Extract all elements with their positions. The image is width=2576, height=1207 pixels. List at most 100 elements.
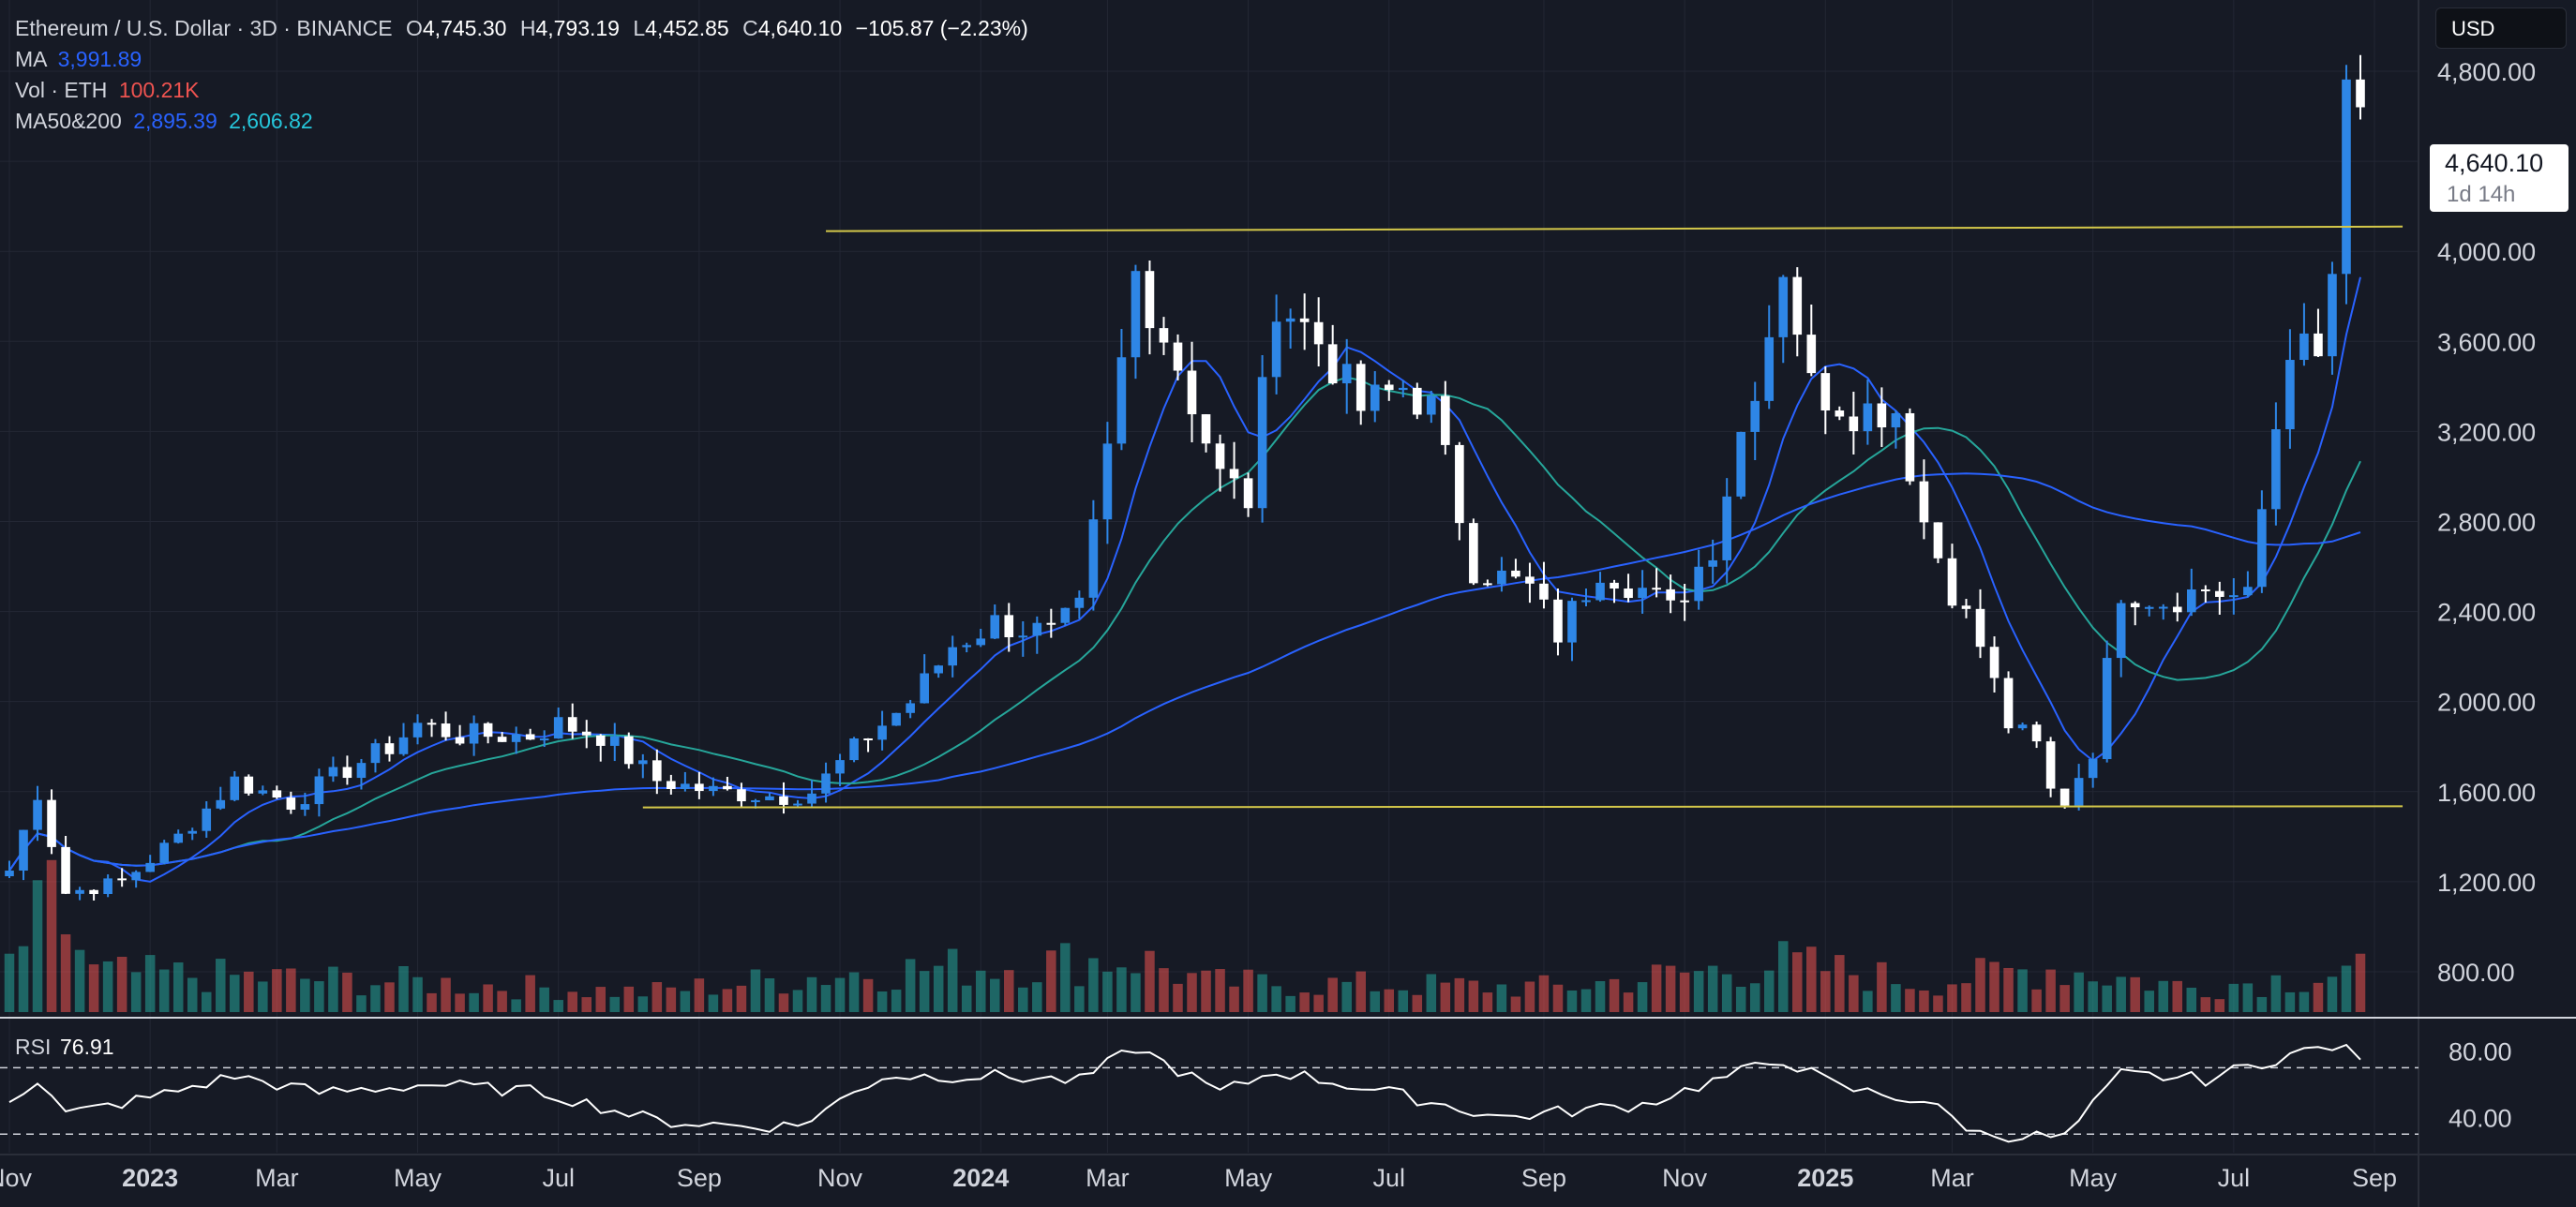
volume-bar — [144, 955, 156, 1012]
y-tick-label: 4,000.00 — [2437, 238, 2536, 266]
volume-bar — [1806, 946, 1817, 1012]
volume-bar — [1060, 943, 1071, 1012]
y-tick-label: 2,000.00 — [2437, 689, 2536, 717]
volume-bar — [1426, 974, 1437, 1012]
volume-bar — [1580, 989, 1592, 1012]
candle-body — [1553, 599, 1563, 643]
volume-bar — [2299, 991, 2310, 1012]
candle-body — [891, 712, 901, 726]
price-axis[interactable]: 800.00 1,200.00 1,600.00 2,000.00 2,400.00 2,… — [2437, 58, 2536, 987]
candle-body — [638, 760, 648, 765]
x-tick-label: Jul — [542, 1164, 575, 1192]
candle-body — [2045, 741, 2056, 789]
candle-body — [1792, 276, 1803, 335]
trendlines[interactable] — [642, 225, 2404, 809]
volume-bar — [1566, 990, 1578, 1012]
candle-body — [765, 796, 774, 800]
volume-row[interactable]: Vol · ETH 100.21K — [15, 75, 1028, 106]
open-label: O — [406, 16, 423, 40]
volume-bar — [172, 962, 184, 1012]
time-axis[interactable]: Nov 2023 Mar May Jul Sep Nov 2024 Mar May Jul Sep No… — [0, 1164, 2397, 1192]
volume-bar — [905, 959, 916, 1012]
candle-body — [1595, 582, 1605, 601]
candle-body — [835, 760, 845, 774]
volume-bar — [2270, 975, 2282, 1012]
volume-bar — [1355, 971, 1366, 1012]
volume-bar — [18, 946, 29, 1012]
x-tick-label: May — [1224, 1164, 1273, 1192]
candle-body — [553, 717, 563, 739]
candle-body — [1652, 588, 1661, 590]
volume-bar — [1778, 941, 1789, 1012]
volume-bar — [272, 969, 282, 1012]
currency-button[interactable]: USD — [2435, 7, 2567, 49]
candle-body — [370, 743, 381, 764]
volume-bar — [230, 975, 240, 1012]
candle-body — [681, 783, 690, 789]
symbol-title[interactable]: Ethereum / U.S. Dollar · 3D · BINANCE — [15, 16, 393, 40]
volume-bar — [1116, 967, 1127, 1012]
volume-bar — [1735, 987, 1746, 1012]
candle-body — [863, 738, 873, 740]
candle-body — [5, 871, 14, 877]
volume-bar — [1721, 974, 1732, 1012]
ma-row[interactable]: MA 3,991.89 — [15, 44, 1028, 75]
volume-bar — [216, 959, 226, 1012]
candle-body — [2299, 333, 2309, 361]
volume-bar — [497, 991, 507, 1012]
candle-body — [1835, 410, 1845, 417]
ma-label: MA — [15, 47, 47, 71]
candle-body — [1567, 601, 1577, 643]
x-tick-label: Nov — [817, 1164, 863, 1192]
candle-body — [1708, 559, 1717, 567]
candle-body — [652, 760, 662, 782]
candle-body — [1905, 412, 1915, 482]
ma200-value: 2,606.82 — [229, 109, 313, 133]
volume-bar — [342, 972, 352, 1012]
volume-bar — [1440, 982, 1451, 1012]
volume-bar — [1524, 981, 1535, 1012]
x-tick-label: 2025 — [1797, 1164, 1853, 1192]
candle-body — [1243, 478, 1253, 509]
candle-body — [1764, 336, 1775, 401]
volume-bar — [1665, 965, 1676, 1012]
volume-bar — [820, 985, 831, 1012]
candle-body — [2285, 360, 2295, 430]
close-value: 4,640.10 — [757, 16, 843, 40]
candle-body — [1201, 414, 1211, 444]
ma-value: 3,991.89 — [57, 47, 142, 71]
volume-bar — [862, 978, 874, 1012]
candle-body — [1624, 589, 1633, 599]
candle-body — [1469, 523, 1478, 584]
candle-body — [1341, 364, 1352, 384]
volume-bar — [2102, 985, 2112, 1012]
candle-body — [1525, 576, 1535, 584]
y-tick-label: 3,600.00 — [2437, 328, 2536, 356]
candle-body — [2031, 724, 2042, 742]
candle-body — [920, 673, 929, 704]
trendline — [642, 805, 2404, 809]
volume-bar — [1905, 989, 1915, 1012]
x-tick-label: May — [394, 1164, 442, 1192]
high-label: H — [519, 16, 536, 40]
volume-bar — [1468, 980, 1479, 1012]
volume-bar — [1243, 969, 1253, 1012]
y-tick-label: 3,200.00 — [2437, 418, 2536, 446]
close-label: C — [742, 16, 758, 40]
candle-body — [2229, 595, 2239, 598]
volume-bar — [1173, 983, 1183, 1012]
volume-bar — [2284, 991, 2296, 1012]
volume-bar — [722, 989, 733, 1012]
candle-body — [962, 645, 972, 648]
ohlc-row: Ethereum / U.S. Dollar · 3D · BINANCE O 4… — [15, 13, 1028, 44]
volume-bar — [680, 991, 691, 1012]
volume-bar — [1749, 983, 1760, 1012]
candle-body — [1947, 558, 1957, 606]
volume-bar — [848, 972, 860, 1012]
volume-bar — [1637, 982, 1648, 1012]
ma50-200-row[interactable]: MA50&200 2,895.39 2,606.82 — [15, 106, 1028, 137]
volume-value: 100.21K — [118, 78, 200, 102]
rsi-tick-label: 80.00 — [2449, 1038, 2512, 1066]
volume-bar — [2242, 983, 2254, 1012]
